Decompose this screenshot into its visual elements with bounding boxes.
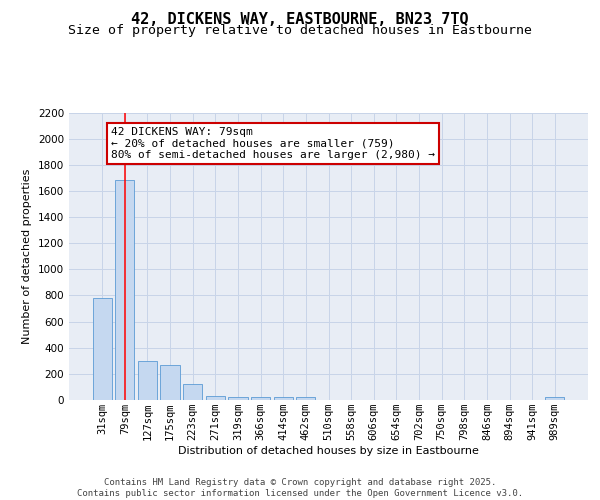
Bar — [138, 361, 157, 400]
Bar — [229, 396, 248, 400]
Bar — [115, 180, 134, 400]
X-axis label: Distribution of detached houses by size in Eastbourne: Distribution of detached houses by size … — [178, 446, 479, 456]
Text: 42, DICKENS WAY, EASTBOURNE, BN23 7TQ: 42, DICKENS WAY, EASTBOURNE, BN23 7TQ — [131, 12, 469, 28]
Bar — [545, 398, 565, 400]
Bar — [92, 298, 112, 400]
Bar — [251, 398, 270, 400]
Bar — [206, 396, 225, 400]
Bar — [183, 384, 202, 400]
Text: Contains HM Land Registry data © Crown copyright and database right 2025.
Contai: Contains HM Land Registry data © Crown c… — [77, 478, 523, 498]
Y-axis label: Number of detached properties: Number of detached properties — [22, 168, 32, 344]
Bar — [296, 396, 316, 400]
Bar — [160, 366, 180, 400]
Text: 42 DICKENS WAY: 79sqm
← 20% of detached houses are smaller (759)
80% of semi-det: 42 DICKENS WAY: 79sqm ← 20% of detached … — [111, 127, 435, 160]
Text: Size of property relative to detached houses in Eastbourne: Size of property relative to detached ho… — [68, 24, 532, 37]
Bar — [274, 397, 293, 400]
